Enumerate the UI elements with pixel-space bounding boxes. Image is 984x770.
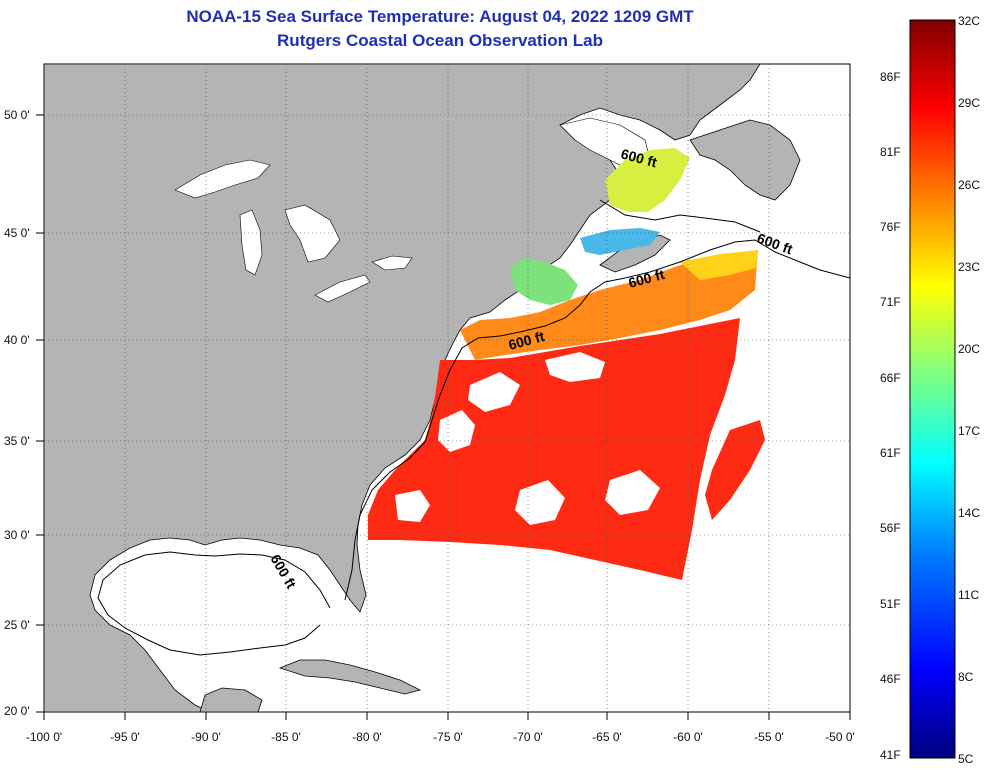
colorbar-label-71f: 71F	[880, 295, 901, 309]
colorbar-label-76f: 76F	[880, 220, 901, 234]
cloud-gap-2	[545, 352, 605, 382]
colorbar-label-56f: 56F	[880, 521, 901, 535]
chart-subtitle: Rutgers Coastal Ocean Observation Lab	[277, 31, 603, 50]
lat-label-40: 40 0'	[4, 333, 30, 347]
colorbar-label-81f: 81F	[880, 145, 901, 159]
isobath-600ft-north	[599, 199, 761, 233]
lake-erie	[314, 274, 371, 303]
cloud-gap-3	[438, 410, 475, 452]
cloud-gap-1	[468, 372, 520, 412]
lat-label-20: 20 0'	[4, 704, 30, 718]
colorbar-label-29c: 29C	[958, 96, 981, 110]
lon-label-55: -55 0'	[754, 730, 784, 744]
sst-st-lawrence	[605, 148, 690, 212]
cloud-gap-5	[605, 470, 660, 515]
colorbar-label-51f: 51F	[880, 597, 901, 611]
colorbar-label-46f: 46F	[880, 672, 901, 686]
land-newfoundland	[689, 119, 801, 201]
colorbar-label-66f: 66F	[880, 371, 901, 385]
lon-label-50: -50 0'	[825, 730, 855, 744]
lat-label-25: 25 0'	[4, 618, 30, 632]
isobath-600ft-gulf	[97, 551, 331, 656]
land-north-america	[44, 64, 761, 712]
colorbar-label-23c: 23C	[958, 260, 981, 274]
lon-label-60: -60 0'	[673, 730, 703, 744]
sst-bay-of-fundy	[580, 228, 660, 255]
chart-title: NOAA-15 Sea Surface Temperature: August …	[186, 7, 694, 26]
lat-label-45: 45 0'	[4, 226, 30, 240]
lat-label-30: 30 0'	[4, 528, 30, 542]
colorbar-label-32c: 32C	[958, 14, 981, 28]
lake-superior	[174, 159, 271, 199]
colorbar-label-61f: 61F	[880, 446, 901, 460]
colorbar-label-86f: 86F	[880, 70, 901, 84]
sst-gulf-of-maine	[510, 258, 578, 305]
lat-label-35: 35 0'	[4, 434, 30, 448]
lat-label-50: 50 0'	[4, 108, 30, 122]
tick-marks	[36, 114, 851, 720]
colorbar	[909, 19, 956, 759]
sst-swath-red	[368, 318, 740, 580]
colorbar-label-17c: 17C	[958, 424, 981, 438]
isobath-600ft-atlantic	[344, 239, 850, 601]
colorbar-label-11c: 11C	[958, 588, 980, 602]
lake-ontario	[371, 255, 413, 271]
lon-label-70: -70 0'	[513, 730, 543, 744]
lon-label-80: -80 0'	[352, 730, 382, 744]
land-cuba	[278, 659, 422, 695]
colorbar-label-8c: 8C	[958, 670, 974, 684]
colorbar-label-41f: 41F	[880, 748, 901, 762]
colorbar-label-14c: 14C	[958, 506, 981, 520]
sst-swath-yellow	[680, 250, 758, 280]
lake-michigan	[239, 209, 263, 276]
lake-huron	[284, 204, 341, 263]
colorbar-label-5c: 5C	[958, 752, 974, 766]
lon-label-90: -90 0'	[191, 730, 221, 744]
sst-swath-orange	[460, 250, 758, 360]
cloud-gap-6	[395, 490, 430, 522]
cloud-gap-4	[515, 480, 565, 525]
sst-swath-east	[705, 420, 765, 520]
land-yucatan	[199, 687, 263, 712]
lon-label-75: -75 0'	[433, 730, 463, 744]
colorbar-label-26c: 26C	[958, 178, 981, 192]
lon-label-95: -95 0'	[110, 730, 140, 744]
lon-label-85: -85 0'	[271, 730, 301, 744]
lon-label-100: -100 0'	[25, 730, 63, 744]
lon-label-65: -65 0'	[592, 730, 622, 744]
grid-lines	[44, 64, 850, 712]
colorbar-label-20c: 20C	[958, 342, 981, 356]
